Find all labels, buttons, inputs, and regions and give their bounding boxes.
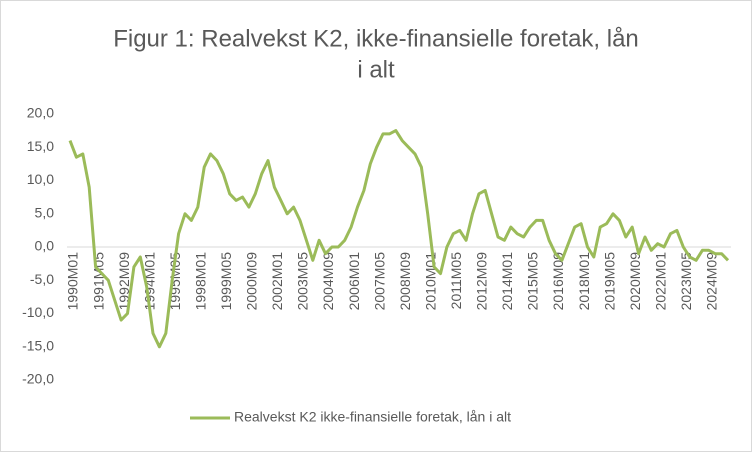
x-tick-label: 2004M09	[320, 252, 336, 311]
chart-title: i alt	[357, 56, 395, 83]
chart-title: Figur 1: Realvekst K2, ikke-finansielle …	[113, 25, 639, 52]
x-tick-label: 2002M01	[269, 252, 285, 311]
data-line	[68, 129, 730, 349]
x-tick-label: 1999M05	[218, 252, 234, 311]
x-tick-label: 2016M09	[550, 252, 566, 311]
y-tick-label: -5,0	[30, 271, 54, 287]
x-tick-label: 2019M05	[601, 252, 617, 311]
x-tick-label: 2018M01	[576, 252, 592, 311]
y-tick-label: 10,0	[27, 171, 54, 187]
legend-label: Realvekst K2 ikke-finansielle foretak, l…	[234, 409, 511, 425]
x-tick-label: 2011M05	[448, 252, 464, 310]
x-tick-label: 2022M01	[652, 252, 668, 311]
y-tick-label: -15,0	[22, 337, 54, 353]
x-tick-label: 2012M09	[474, 252, 490, 311]
x-tick-label: 2000M09	[244, 252, 260, 311]
x-tick-label: 2006M01	[346, 252, 362, 311]
x-tick-label: 1992M09	[116, 252, 132, 311]
y-tick-label: 5,0	[35, 204, 55, 220]
y-tick-label: 20,0	[27, 105, 54, 121]
x-tick-label: 1990M01	[65, 252, 81, 311]
x-tick-label: 2010M01	[422, 252, 438, 311]
x-tick-label: 2023M05	[678, 252, 694, 311]
x-tick-label: 1998M01	[192, 252, 208, 311]
y-tick-label: -10,0	[22, 304, 54, 320]
x-tick-label: 2024M09	[704, 252, 720, 311]
x-tick-label: 2014M01	[499, 252, 515, 311]
y-tick-label: -20,0	[22, 371, 54, 387]
x-tick-label: 2015M05	[525, 252, 541, 311]
x-tick-label: 1991M05	[90, 252, 106, 311]
x-tick-label: 1994M01	[141, 252, 157, 311]
x-tick-label: 2008M09	[397, 252, 413, 311]
x-tick-label: 2003M05	[295, 252, 311, 311]
y-tick-label: 15,0	[27, 138, 54, 154]
x-tick-label: 2007M05	[371, 252, 387, 311]
x-tick-label: 2020M09	[627, 252, 643, 311]
y-tick-label: 0,0	[35, 238, 55, 254]
